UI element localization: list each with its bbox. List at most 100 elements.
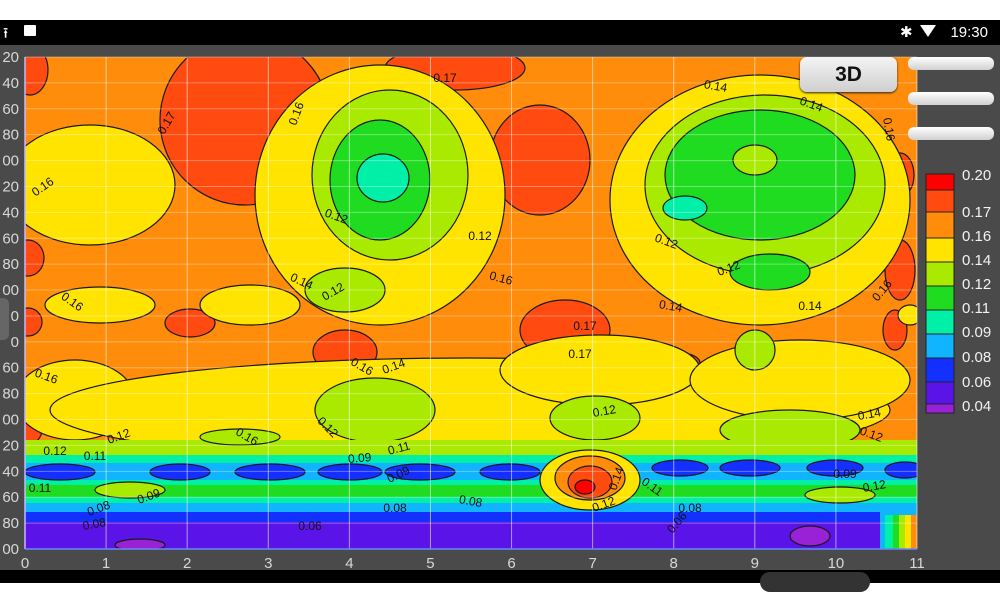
slider-3[interactable] [908, 127, 994, 140]
contour-region [897, 304, 917, 326]
legend-swatch [925, 189, 955, 213]
contour-region [719, 459, 781, 477]
contour-region [729, 253, 811, 291]
navigation-bar [0, 570, 1000, 583]
contour-band [911, 515, 917, 549]
contour-region [304, 267, 386, 313]
contour-region [25, 124, 176, 246]
contour-region [651, 459, 709, 477]
contour-region [317, 463, 383, 481]
home-gesture-pill[interactable] [760, 572, 870, 592]
wifi-icon [920, 25, 936, 37]
contour-region [662, 195, 708, 221]
contour-region [25, 307, 43, 337]
contour-region [25, 57, 49, 96]
y-tick-label: 60 [2, 101, 19, 118]
contour-label: 0.14 [658, 297, 684, 315]
x-tick-label: 8 [670, 555, 678, 572]
bluetooth-icon: ✱ [900, 24, 913, 41]
legend-label: 0.06 [962, 374, 991, 391]
contour-band [25, 497, 917, 505]
contour-label: 0.14 [798, 299, 822, 313]
contour-region [804, 486, 876, 504]
view-3d-button[interactable]: 3D [800, 57, 897, 92]
contour-label: 0.12 [592, 402, 618, 420]
y-tick-label: 00 [2, 412, 19, 429]
contour-band [25, 522, 917, 549]
contour-region [25, 463, 96, 481]
contour-region [199, 284, 301, 326]
contour-label: 0.06 [298, 519, 322, 533]
slider-2[interactable] [908, 92, 994, 105]
contour-label: 0.17 [433, 71, 457, 85]
contour-label: 0.08 [82, 515, 108, 533]
contour-label: 0.14 [857, 405, 883, 423]
y-tick-label: 60 [2, 489, 19, 506]
x-tick-label: 3 [264, 555, 272, 572]
y-tick-label: 20 [2, 49, 19, 66]
x-tick-label: 7 [588, 555, 596, 572]
y-tick-label: 40 [2, 204, 19, 221]
contour-region [234, 463, 306, 481]
contour-region [356, 153, 410, 203]
contour-region [149, 463, 211, 481]
x-tick-label: 0 [21, 555, 29, 572]
y-tick-label: 80 [2, 256, 19, 273]
legend: 0.20 0.17 0.16 0.14 0.12 0.11 0.09 0.08 0.06 0.04 [925, 167, 991, 415]
y-tick-label: 80 [2, 386, 19, 403]
x-tick-label: 10 [828, 555, 845, 572]
legend-swatch [925, 285, 955, 311]
contour-label: 0.09 [347, 450, 372, 466]
y-tick-label: 20 [2, 437, 19, 454]
contour-band [25, 485, 917, 497]
contour-region [114, 538, 166, 549]
contour-label: 0.17 [573, 319, 597, 333]
legend-swatch [925, 381, 955, 405]
contour-label: 0.08 [383, 501, 407, 515]
x-tick-label: 4 [345, 555, 353, 572]
y-tick-label: 00 [2, 153, 19, 170]
y-tick-label: 00 [2, 541, 19, 558]
image-icon [24, 25, 36, 36]
y-tick-label: 00 [2, 282, 19, 299]
contour-band [893, 515, 899, 549]
y-tick-label: 0 [11, 334, 19, 351]
contour-label: 0.16 [488, 268, 514, 288]
x-tick-label: 5 [426, 555, 434, 572]
legend-label: 0.16 [962, 228, 991, 245]
contour-label: 0.09 [833, 467, 857, 481]
y-tick-label: 20 [2, 178, 19, 195]
legend-label: 0.17 [962, 204, 991, 221]
contour-label: 0.11 [29, 481, 52, 495]
contour-region [384, 463, 456, 481]
side-drawer-handle[interactable] [0, 298, 9, 340]
contour-band [25, 512, 917, 524]
legend-swatch [925, 173, 955, 191]
y-tick-label: 60 [2, 230, 19, 247]
x-tick-label: 2 [183, 555, 191, 572]
contour-label: 0.08 [458, 492, 484, 510]
legend-label: 0.14 [962, 252, 991, 269]
contour-label: 0.17 [568, 347, 592, 361]
contour-band [885, 515, 893, 549]
contour-label: 0.14 [703, 77, 729, 95]
status-bar: ⭱ ✱ 19:30 [0, 20, 1000, 45]
grid [24, 56, 918, 550]
contour-label: 0.08 [678, 501, 702, 515]
slider-1[interactable] [908, 57, 994, 70]
contour-region [574, 479, 596, 495]
legend-swatch [925, 211, 955, 239]
y-tick-label: 40 [2, 463, 19, 480]
contour-region [499, 334, 701, 406]
legend-label: 0.20 [962, 167, 991, 184]
x-tick-label: 9 [751, 555, 759, 572]
legend-swatch [925, 261, 955, 287]
contour-band [905, 515, 911, 549]
contour-region [25, 239, 45, 277]
contour-label: 0.11 [386, 438, 412, 457]
clock: 19:30 [950, 24, 988, 41]
x-tick-label: 11 [909, 555, 925, 572]
contour-label: 0.12 [862, 477, 888, 495]
contour-region [164, 308, 216, 338]
